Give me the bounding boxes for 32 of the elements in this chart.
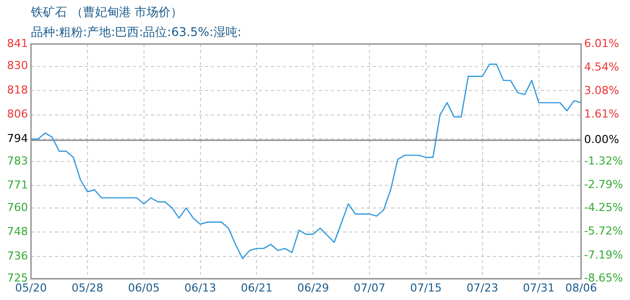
y-tick-label: 794 <box>6 132 28 145</box>
x-tick-label: 06/05 <box>128 281 160 294</box>
x-tick-label: 06/29 <box>297 281 329 294</box>
y-tick-label: 748 <box>6 225 28 238</box>
y-tick-label: 760 <box>6 200 28 214</box>
x-tick-label: 08/06 <box>565 281 597 294</box>
y2-tick-label: 0.00% <box>584 133 620 146</box>
x-tick-label: 06/13 <box>184 281 216 294</box>
x-tick-label: 07/07 <box>354 281 386 294</box>
y-tick-label: 736 <box>6 249 28 262</box>
y2-tick-label: -1.32% <box>584 154 624 168</box>
y2-tick-label: 1.61% <box>584 107 620 120</box>
y-tick-label: 771 <box>6 178 28 192</box>
y2-tick-label: 4.54% <box>584 60 620 74</box>
y2-tick-label: -2.79% <box>584 178 624 191</box>
chart-subtitle: 品种:粗粉:产地:巴西:品位:63.5%:湿吨: <box>30 25 242 40</box>
y-tick-label: 841 <box>6 36 28 50</box>
y2-tick-label: 3.08% <box>584 84 620 97</box>
y-tick-label: 818 <box>6 83 28 96</box>
x-tick-label: 07/15 <box>410 281 442 294</box>
y-tick-label: 783 <box>6 154 28 168</box>
x-tick-label: 05/28 <box>72 281 104 294</box>
y-tick-label: 830 <box>6 59 28 72</box>
y2-tick-label: -4.25% <box>584 201 624 214</box>
x-tick-label: 07/31 <box>522 281 555 294</box>
y2-tick-label: 6.01% <box>584 36 620 50</box>
chart-title: 铁矿石 （曹妃甸港 市场价） <box>30 5 183 20</box>
x-tick-label: 06/21 <box>240 281 273 294</box>
y2-tick-label: -7.19% <box>584 248 624 262</box>
y2-tick-label: -5.72% <box>584 224 624 238</box>
x-tick-label: 07/23 <box>466 281 498 294</box>
y-tick-label: 806 <box>6 108 28 121</box>
